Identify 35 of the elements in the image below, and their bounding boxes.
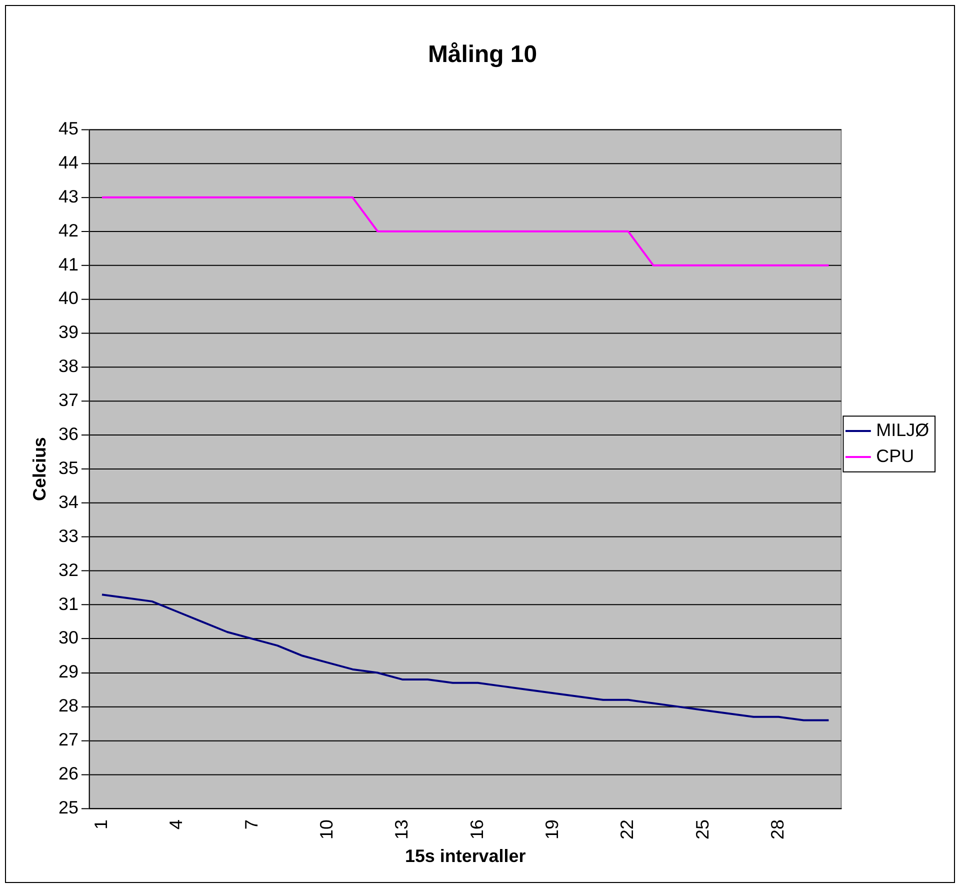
y-tick-label: 42: [58, 220, 78, 240]
y-tick-label: 40: [58, 288, 78, 308]
y-tick-label: 26: [58, 764, 78, 784]
y-tick-label: 28: [58, 696, 78, 716]
x-tick-label: 13: [392, 820, 412, 840]
y-tick-label: 27: [58, 730, 78, 750]
y-tick-label: 44: [58, 152, 78, 172]
x-tick-label: 7: [241, 820, 262, 830]
x-axis-title: 15s intervaller: [404, 846, 526, 866]
y-tick-label: 33: [58, 526, 78, 546]
x-tick-label: 4: [166, 820, 186, 830]
x-tick-label: 25: [692, 820, 712, 840]
y-tick-label: 30: [58, 628, 78, 648]
y-tick-label: 31: [58, 594, 78, 614]
legend-label: CPU: [876, 446, 914, 466]
x-tick-label: 28: [768, 820, 788, 840]
y-tick-label: 39: [58, 322, 78, 342]
y-tick-label: 38: [58, 356, 78, 376]
y-tick-label: 32: [58, 560, 78, 580]
x-tick-label: 10: [316, 820, 336, 840]
y-tick-label: 41: [58, 254, 78, 274]
y-tick-label: 29: [58, 662, 78, 682]
y-tick-label: 37: [58, 390, 78, 410]
y-tick-label: 36: [58, 424, 78, 444]
y-tick-label: 43: [58, 186, 78, 206]
x-tick-label: 19: [542, 820, 562, 840]
legend-label: MILJØ: [876, 420, 930, 440]
x-tick-label: 22: [617, 820, 638, 840]
y-axis-title: Celcius: [30, 437, 50, 501]
y-tick-label: 35: [58, 458, 78, 478]
y-tick-label: 34: [58, 492, 78, 512]
x-tick-label: 1: [90, 820, 111, 830]
x-tick-label: 16: [466, 820, 487, 840]
chart-title: Måling 10: [428, 40, 538, 68]
y-tick-label: 45: [58, 118, 78, 138]
